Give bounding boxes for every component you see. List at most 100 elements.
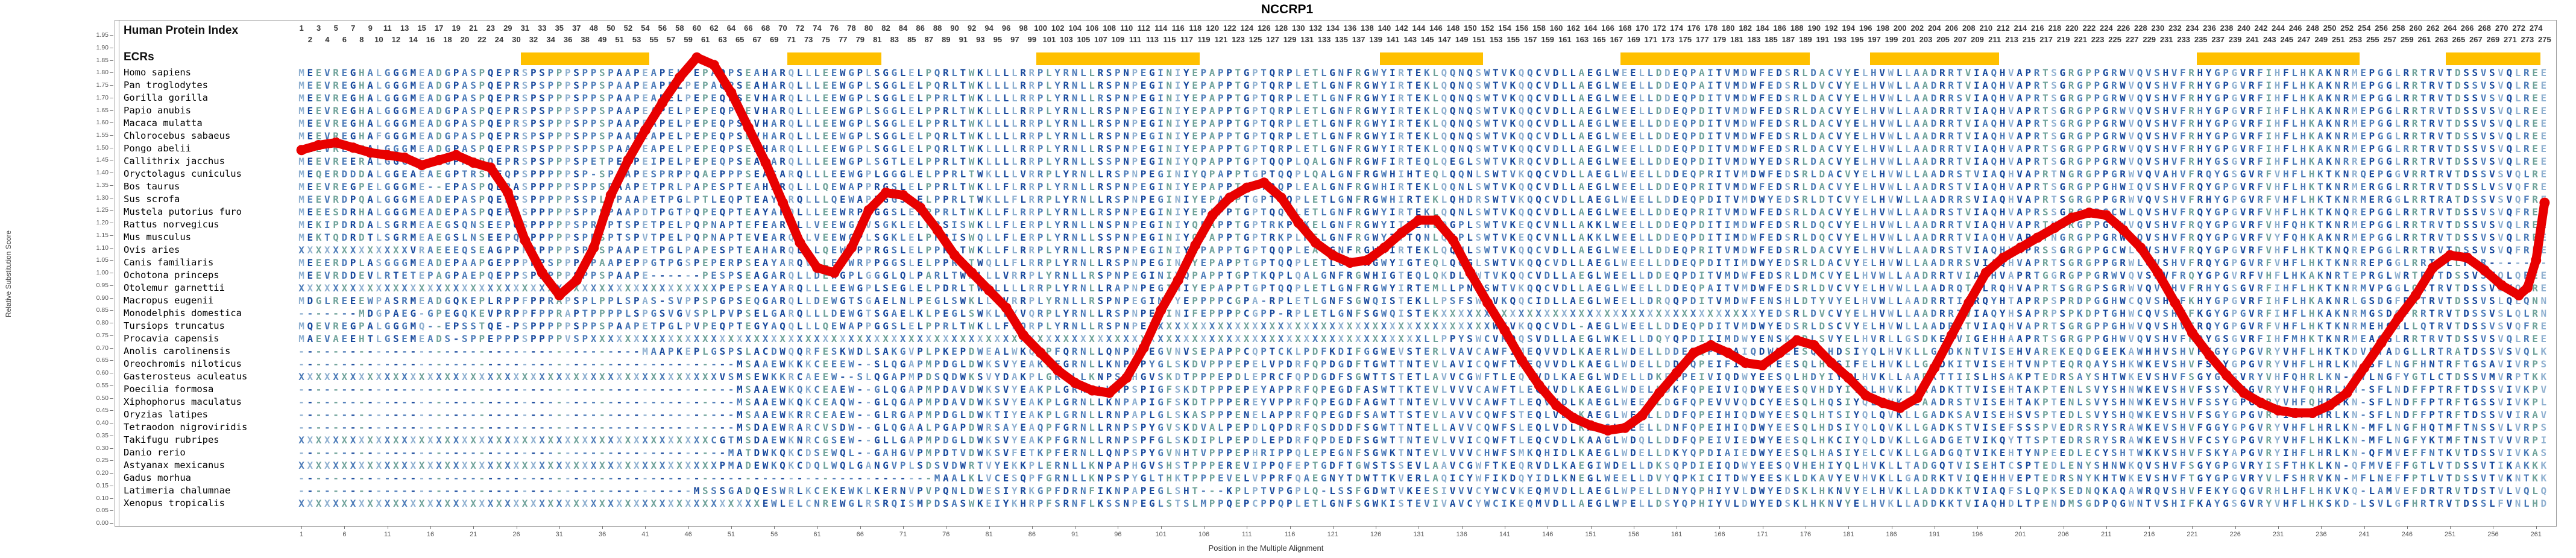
x-axis-tick-label: 256 xyxy=(2487,531,2499,538)
ruler-number: 241 xyxy=(2246,35,2260,44)
ruler-number: 173 xyxy=(1661,35,1675,44)
ruler-number: 151 xyxy=(1472,35,1486,44)
ruler-number: 15 xyxy=(417,24,426,33)
x-axis-tick xyxy=(301,526,303,529)
x-axis-tick xyxy=(344,526,345,529)
ruler-number: 105 xyxy=(1077,35,1091,44)
species-label: Mustela putorius furo xyxy=(124,206,242,217)
species-label: Ochotona princeps xyxy=(124,270,219,281)
species-label: Tursiops truncatus xyxy=(124,320,225,331)
y-axis-tick-label: 1.75 xyxy=(96,81,109,89)
y-axis-tick xyxy=(110,185,113,186)
x-axis-tick xyxy=(688,526,689,529)
x-axis-tick-label: 21 xyxy=(470,531,477,538)
y-axis-tick xyxy=(110,335,113,336)
species-label: Tetraodon nigroviridis xyxy=(124,422,248,433)
ruler-number: 222 xyxy=(2082,24,2096,33)
plot-border-bottom xyxy=(115,526,2556,527)
species-label: Xiphophorus maculatus xyxy=(124,396,242,407)
ruler-number: 163 xyxy=(1575,35,1589,44)
ruler-number: 130 xyxy=(1291,24,1305,33)
ruler-number: 13 xyxy=(400,24,409,33)
ruler-number: 260 xyxy=(2409,24,2422,33)
x-axis-tick xyxy=(1977,526,1978,529)
ruler-number: 17 xyxy=(434,24,444,33)
ruler-number: 242 xyxy=(2254,24,2268,33)
y-axis-tick-label: 0.90 xyxy=(96,294,109,302)
ruler-number: 8 xyxy=(359,35,364,44)
ruler-number: 188 xyxy=(1790,24,1804,33)
sequence-row: ----------------------------------------… xyxy=(298,396,2547,408)
x-axis-tick xyxy=(989,526,990,529)
ruler-number: 23 xyxy=(486,24,496,33)
species-label: Mus musculus xyxy=(124,232,191,243)
y-axis-tick xyxy=(110,210,113,211)
x-axis-tick-label: 111 xyxy=(1241,531,1252,538)
ruler-number: 103 xyxy=(1060,35,1073,44)
y-axis-tick-label: 0.30 xyxy=(96,444,109,452)
ruler-number: 107 xyxy=(1094,35,1107,44)
y-axis-tick xyxy=(110,247,113,249)
ruler-number: 70 xyxy=(778,24,787,33)
ruler-number: 262 xyxy=(2426,24,2440,33)
ruler-number: 4 xyxy=(325,35,330,44)
ruler-number: 268 xyxy=(2478,24,2492,33)
x-axis-tick-label: 26 xyxy=(512,531,520,538)
x-axis-tick-label: 171 xyxy=(1757,531,1768,538)
y-axis-tick-label: 0.05 xyxy=(96,507,109,515)
ruler-number: 111 xyxy=(1129,35,1142,44)
ruler-number: 240 xyxy=(2237,24,2250,33)
ruler-number: 252 xyxy=(2340,24,2354,33)
ruler-number: 95 xyxy=(993,35,1003,44)
ruler-number: 205 xyxy=(1936,35,1950,44)
ruler-number: 275 xyxy=(2538,35,2551,44)
x-axis-tick-label: 56 xyxy=(770,531,778,538)
ruler-number: 224 xyxy=(2100,24,2113,33)
ruler-number: 112 xyxy=(1137,24,1150,33)
ruler-number: 175 xyxy=(1678,35,1692,44)
ruler-number: 149 xyxy=(1455,35,1469,44)
x-axis-tick-label: 206 xyxy=(2058,531,2069,538)
ruler-number: 238 xyxy=(2220,24,2234,33)
ruler-number: 5 xyxy=(333,24,338,33)
species-label: Canis familiaris xyxy=(124,257,214,268)
ruler-number: 263 xyxy=(2435,35,2448,44)
ruler-number: 239 xyxy=(2228,35,2242,44)
x-axis-tick-label: 236 xyxy=(2316,531,2327,538)
ruler-number: 11 xyxy=(383,24,392,33)
y-axis-tick-label: 1.15 xyxy=(96,231,109,239)
ruler-number: 215 xyxy=(2022,35,2036,44)
ruler-number: 198 xyxy=(1876,24,1890,33)
ruler-number: 1 xyxy=(299,24,304,33)
ruler-number: 168 xyxy=(1618,24,1632,33)
species-label: Xenopus tropicalis xyxy=(124,498,225,509)
ruler-number: 220 xyxy=(2065,24,2079,33)
ruler-number: 32 xyxy=(529,35,538,44)
x-axis-tick-label: 36 xyxy=(598,531,606,538)
ecr-region xyxy=(787,52,882,65)
ruler-number: 125 xyxy=(1249,35,1262,44)
ruler-number: 50 xyxy=(606,24,616,33)
x-axis-tick-label: 201 xyxy=(2015,531,2026,538)
ruler-number: 128 xyxy=(1274,24,1288,33)
ruler-number: 106 xyxy=(1085,24,1099,33)
x-axis-tick xyxy=(1160,526,1162,529)
ruler-number: 10 xyxy=(374,35,383,44)
ruler-number: 139 xyxy=(1369,35,1382,44)
plot-border-right xyxy=(2556,20,2557,527)
ruler-number: 12 xyxy=(391,35,401,44)
species-label: Papio anubis xyxy=(124,105,191,116)
ruler-number: 206 xyxy=(1945,24,1959,33)
ruler-number: 22 xyxy=(477,35,487,44)
ruler-number: 180 xyxy=(1721,24,1735,33)
x-axis-tick-label: 186 xyxy=(1886,531,1897,538)
ruler-number: 194 xyxy=(1842,24,1856,33)
ruler-number: 52 xyxy=(623,24,633,33)
ruler-number: 92 xyxy=(967,24,977,33)
ruler-number: 109 xyxy=(1111,35,1125,44)
